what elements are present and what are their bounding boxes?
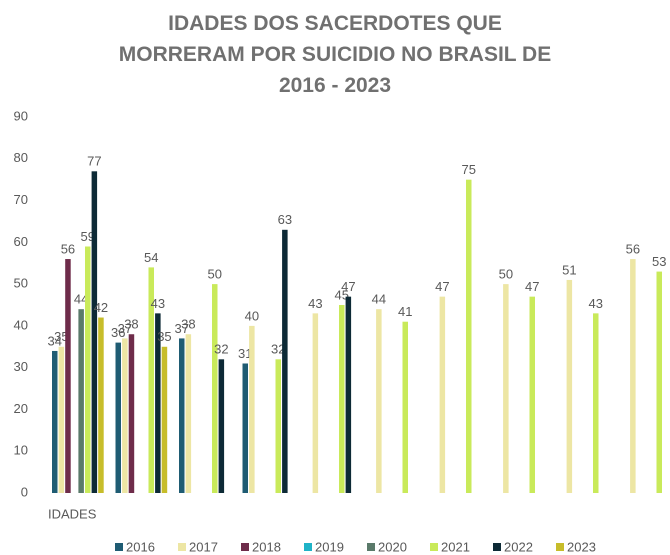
legend-label: 2016	[126, 539, 155, 554]
bar	[218, 359, 225, 493]
y-tick-label: 90	[14, 108, 28, 123]
bar	[529, 296, 535, 493]
data-label: 47	[525, 279, 539, 294]
bar	[376, 309, 382, 493]
bar	[593, 313, 599, 493]
bar	[161, 346, 168, 493]
legend-swatch	[556, 543, 564, 551]
data-label: 42	[94, 300, 108, 315]
bar	[58, 346, 65, 493]
bar	[148, 267, 154, 493]
bar	[630, 259, 636, 493]
legend-label: 2017	[189, 539, 218, 554]
bar	[249, 325, 255, 493]
bar	[339, 305, 345, 493]
legend-label: 2019	[315, 539, 344, 554]
bar	[503, 284, 509, 493]
bar	[98, 317, 104, 493]
data-label: 53	[652, 254, 666, 269]
bar	[402, 321, 408, 493]
data-label: 37	[118, 321, 132, 336]
data-label: 75	[462, 162, 476, 177]
legend-label: 2020	[378, 539, 407, 554]
data-label: 41	[398, 304, 412, 319]
data-label: 47	[341, 279, 355, 294]
legend-swatch	[493, 543, 501, 551]
legend-swatch	[241, 543, 249, 551]
data-label: 43	[308, 296, 322, 311]
bar	[78, 309, 84, 493]
data-label: 43	[589, 296, 603, 311]
data-label: 35	[54, 329, 68, 344]
chart-title: IDADES DOS SACERDOTES QUE MORRERAM POR S…	[118, 12, 552, 97]
y-tick-label: 10	[14, 443, 28, 458]
legend-label: 2022	[504, 539, 533, 554]
y-tick-label: 60	[14, 234, 28, 249]
y-tick-label: 40	[14, 317, 28, 332]
bar	[466, 179, 472, 493]
data-label: 32	[271, 342, 285, 357]
data-label: 47	[435, 279, 449, 294]
data-label: 50	[208, 267, 222, 282]
data-label: 59	[81, 229, 95, 244]
bar	[85, 246, 91, 493]
data-label: 56	[61, 241, 75, 256]
y-tick-label: 70	[14, 192, 28, 207]
bar	[345, 296, 352, 493]
x-axis-label: IDADES	[48, 506, 97, 521]
bar	[179, 338, 185, 493]
y-tick-label: 30	[14, 359, 28, 374]
data-label: 56	[626, 241, 640, 256]
bar	[122, 338, 128, 493]
bar	[566, 279, 573, 493]
y-tick-label: 80	[14, 150, 28, 165]
data-label: 77	[87, 154, 101, 169]
legend-label: 2018	[252, 539, 281, 554]
legend-swatch	[178, 543, 186, 551]
bar	[128, 334, 135, 493]
bar	[212, 284, 218, 493]
bar	[275, 359, 281, 493]
data-label: 45	[335, 287, 349, 302]
legend-swatch	[304, 543, 312, 551]
data-label: 54	[144, 250, 158, 265]
bar	[65, 259, 71, 493]
y-tick-label: 20	[14, 401, 28, 416]
data-label: 38	[181, 317, 195, 332]
bar	[91, 171, 98, 494]
bar	[439, 296, 446, 493]
legend-label: 2023	[567, 539, 596, 554]
data-label: 31	[238, 346, 252, 361]
bar	[155, 313, 161, 493]
data-label: 38	[124, 317, 138, 332]
data-label: 35	[157, 329, 171, 344]
bar	[52, 350, 58, 493]
data-label: 63	[278, 212, 292, 227]
bar	[312, 313, 319, 493]
data-label: 43	[151, 296, 165, 311]
y-tick-label: 0	[21, 484, 28, 499]
data-label: 36	[111, 325, 125, 340]
legend-swatch	[430, 543, 438, 551]
data-label: 37	[175, 321, 189, 336]
bar	[115, 342, 121, 493]
bar	[185, 334, 192, 493]
data-label: 44	[372, 292, 386, 307]
data-label: 51	[562, 262, 576, 277]
bar	[656, 271, 662, 493]
data-label: 44	[74, 292, 88, 307]
legend-swatch	[115, 543, 123, 551]
data-label: 32	[214, 342, 228, 357]
legend-label: 2021	[441, 539, 470, 554]
bar	[242, 363, 248, 493]
data-label: 40	[245, 308, 259, 323]
legend-swatch	[367, 543, 375, 551]
data-label: 34	[48, 333, 62, 348]
data-label: 50	[499, 267, 513, 282]
bar	[282, 229, 288, 494]
y-tick-label: 50	[14, 276, 28, 291]
